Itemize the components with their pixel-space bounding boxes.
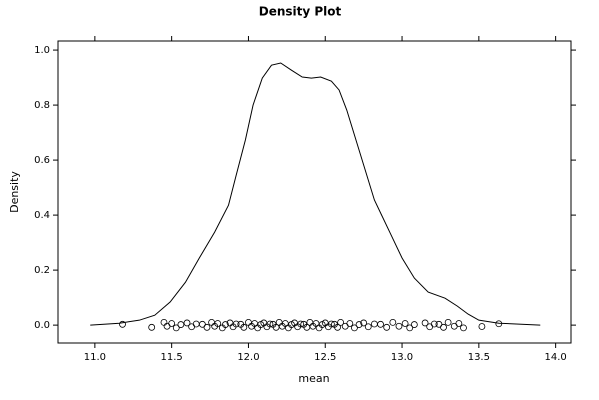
data-point — [214, 320, 222, 327]
data-point — [203, 323, 211, 331]
data-point — [222, 321, 229, 328]
data-point — [172, 324, 180, 332]
data-point — [460, 324, 467, 332]
data-point — [183, 319, 191, 327]
data-point — [232, 320, 240, 328]
data-point — [148, 323, 156, 331]
data-point — [410, 321, 418, 328]
data-point — [334, 323, 341, 331]
x-axis-label: mean — [298, 372, 329, 385]
y-tick-label: 0.0 — [34, 320, 50, 331]
y-tick-label: 1.0 — [34, 45, 50, 56]
x-tick-label: 12.5 — [314, 352, 336, 363]
y-tick-label: 0.8 — [34, 100, 50, 111]
data-point — [444, 318, 452, 326]
data-point — [478, 323, 486, 330]
y-tick-label: 0.6 — [34, 155, 50, 166]
data-point — [346, 320, 354, 327]
y-axis-label: Density — [8, 171, 21, 213]
x-tick-label: 14.0 — [545, 352, 567, 363]
data-point — [406, 324, 414, 332]
data-point — [355, 321, 363, 328]
data-point — [177, 321, 185, 328]
density-line — [90, 62, 541, 326]
data-point — [119, 320, 126, 328]
data-point — [337, 318, 345, 326]
data-point — [389, 318, 397, 326]
data-point — [401, 320, 409, 327]
data-point — [395, 322, 403, 330]
data-point — [327, 320, 335, 328]
data-point — [168, 320, 176, 327]
data-point — [495, 320, 503, 328]
x-tick-label: 13.0 — [391, 352, 413, 363]
data-point — [421, 319, 429, 327]
data-point — [240, 323, 248, 331]
x-tick-label: 11.5 — [161, 352, 183, 363]
chart-title: Density Plot — [259, 5, 342, 19]
data-point — [351, 324, 358, 332]
x-tick-label: 12.0 — [237, 352, 259, 363]
data-point — [198, 320, 206, 328]
data-point — [297, 320, 305, 328]
data-point — [430, 320, 438, 328]
y-tick-label: 0.4 — [34, 210, 50, 221]
x-tick-label: 13.5 — [468, 352, 490, 363]
y-tick-label: 0.2 — [34, 265, 50, 276]
data-point — [383, 323, 391, 331]
data-point — [360, 319, 368, 327]
data-point — [440, 323, 447, 331]
data-point — [455, 320, 463, 327]
data-point — [266, 320, 274, 328]
data-point — [435, 320, 443, 328]
plot-frame — [57, 40, 572, 344]
data-point — [377, 320, 384, 328]
x-tick-label: 11.0 — [84, 352, 106, 363]
data-point — [364, 323, 372, 331]
